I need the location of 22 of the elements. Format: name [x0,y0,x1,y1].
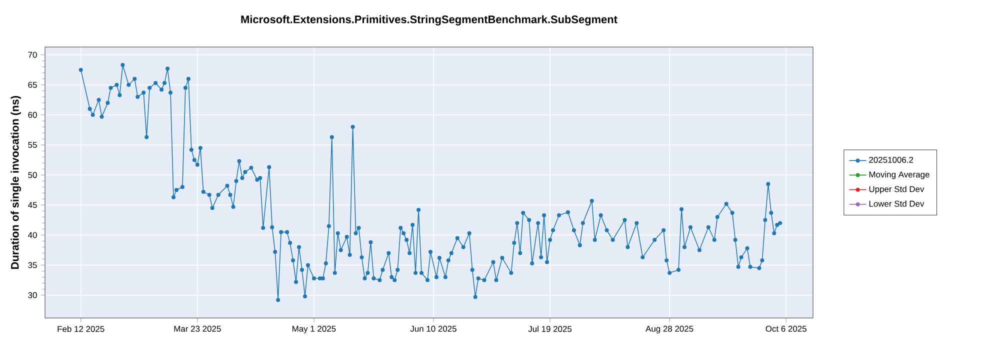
x-tick-label: Oct 6 2025 [766,326,806,332]
legend-label: 20251006.2 [869,156,914,163]
y-tick-label: 60 [28,112,37,118]
x-tick-label: Aug 28 2025 [646,326,694,334]
x-tick-label: May 1 2025 [292,326,336,334]
y-tick-label: 70 [28,52,37,58]
y-tick-label: 30 [28,292,37,298]
y-tick-label: 45 [28,202,37,208]
legend-label: Upper Std Dev [869,186,924,194]
y-tick-label: 50 [28,172,37,178]
x-tick-label: Jul 19 2025 [528,326,572,332]
legend-label: Lower Std Dev [869,200,924,207]
y-axis-title: Duration of single invocation (ns) [10,96,21,269]
y-tick-label: 65 [28,82,37,88]
chart-title: Microsoft.Extensions.Primitives.StringSegmentBenchmark.SubSegment [241,15,618,26]
y-tick-label: 55 [28,142,37,148]
x-tick-label: Jun 10 2025 [410,326,456,332]
x-tick-label: Feb 12 2025 [58,326,104,332]
x-tick-label: Mar 23 2025 [174,326,221,332]
y-tick-label: 35 [28,262,37,268]
y-tick-label: 40 [28,232,37,238]
legend-label: Moving Average [869,171,930,180]
